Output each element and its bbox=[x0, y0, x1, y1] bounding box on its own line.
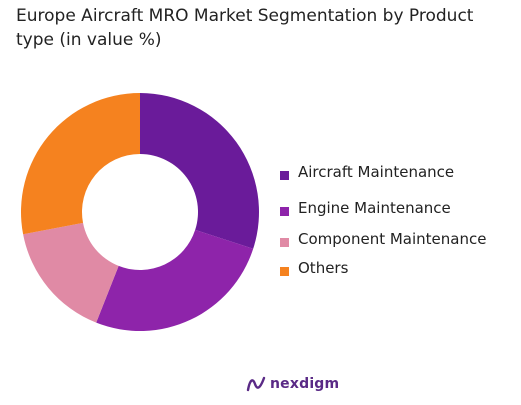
chart-title: Europe Aircraft MRO Market Segmentation … bbox=[16, 6, 474, 50]
slice-aircraft-maintenance bbox=[140, 93, 260, 249]
legend-label: Others bbox=[298, 259, 349, 277]
donut-slices bbox=[20, 93, 260, 331]
legend-swatch bbox=[280, 267, 289, 276]
brand-footer: nexdigm bbox=[246, 373, 339, 395]
legend-item-others: Others bbox=[278, 259, 486, 277]
brand-name: nexdigm bbox=[270, 376, 340, 392]
legend-swatch bbox=[280, 171, 289, 180]
legend-label: Aircraft Maintenance bbox=[298, 163, 455, 181]
chart-legend: Aircraft Maintenance Engine Maintenance … bbox=[278, 158, 486, 277]
legend-item-component-maintenance: Component Maintenance bbox=[278, 230, 486, 248]
slice-component-maintenance bbox=[23, 222, 119, 323]
legend-swatch bbox=[280, 207, 289, 216]
nexdigm-logo-icon bbox=[246, 376, 266, 392]
slice-others bbox=[20, 93, 141, 235]
legend-label: Engine Maintenance bbox=[298, 199, 451, 217]
legend-label: Component Maintenance bbox=[298, 230, 487, 248]
legend-item-aircraft-maintenance: Aircraft Maintenance bbox=[278, 163, 486, 181]
slice-engine-maintenance bbox=[96, 229, 254, 331]
legend-item-engine-maintenance: Engine Maintenance bbox=[278, 199, 486, 217]
legend-swatch bbox=[280, 238, 289, 247]
